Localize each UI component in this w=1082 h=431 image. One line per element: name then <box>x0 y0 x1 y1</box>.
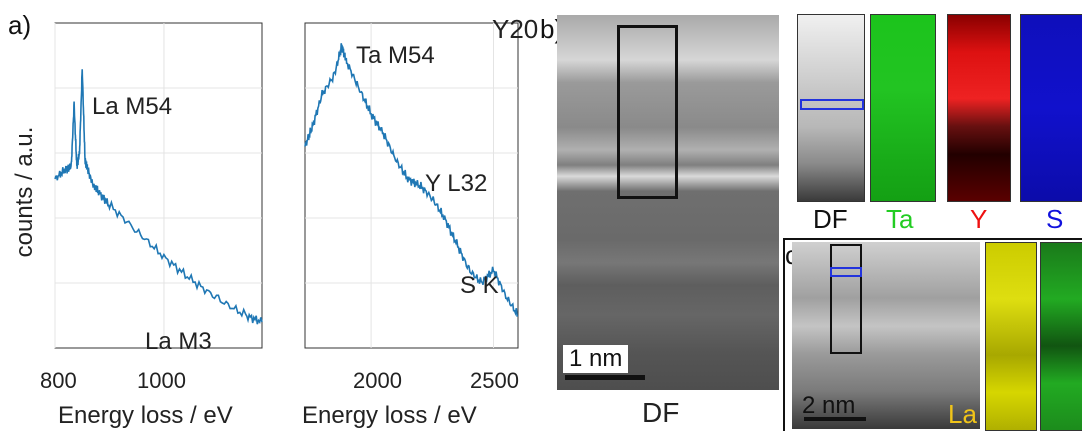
panel-c-frame <box>783 238 1082 431</box>
annotation-la-m54: La M54 <box>92 93 173 120</box>
roi-box[interactable] <box>617 25 678 199</box>
left-xtick-1000: 1000 <box>137 368 186 393</box>
scale-bar-2nm-label: 2 nm <box>802 392 856 419</box>
panel-a-letter: a) <box>8 10 32 40</box>
df-image-label: DF <box>642 397 680 428</box>
map-label-s: S <box>1046 204 1064 234</box>
left-xlabel: Energy loss / eV <box>58 402 233 429</box>
spectrum-series-0 <box>54 69 263 325</box>
annotation-ta-m54: Ta M54 <box>356 42 435 69</box>
la-map-label: La <box>948 399 977 429</box>
left-spectrum-plot <box>54 22 263 349</box>
map-label-df: DF <box>813 204 848 234</box>
y-axis-label: counts / a.u. <box>11 126 38 258</box>
right-xtick-2500: 2500 <box>470 368 519 393</box>
right-spectrum-plot <box>304 22 519 349</box>
right-xtick-2000: 2000 <box>353 368 402 393</box>
spectrum-series-0 <box>304 43 519 317</box>
la-map <box>985 242 1037 431</box>
ta-map <box>870 14 936 202</box>
panel-c-roi-marker <box>830 267 862 277</box>
plot-frame <box>54 22 263 349</box>
y-map <box>947 14 1011 202</box>
right-xlabel: Energy loss / eV <box>302 402 477 429</box>
map-label-ta: Ta <box>886 204 914 234</box>
stem-df-image: 1 nm <box>557 15 779 390</box>
annotation-s-k: S K <box>460 272 499 299</box>
annotation-la-m3: La M3 <box>145 328 212 355</box>
scale-bar-label: 1 nm <box>563 345 629 373</box>
df-map-marker <box>800 99 864 110</box>
green-map-c <box>1040 242 1082 431</box>
panel-c-roi-box[interactable] <box>830 244 862 354</box>
annotation-y-l32: Y L32 <box>425 170 488 197</box>
s-map <box>1020 14 1082 202</box>
panel-c-stem-image: 2 nm La <box>792 242 980 429</box>
scale-bar-1nm <box>565 375 645 380</box>
df-map <box>797 14 865 202</box>
scale-bar-2nm <box>804 417 866 421</box>
sample-label: Y20 <box>492 14 539 44</box>
plot-frame <box>304 22 519 349</box>
left-xtick-800: 800 <box>40 368 77 393</box>
map-label-y: Y <box>970 204 988 234</box>
